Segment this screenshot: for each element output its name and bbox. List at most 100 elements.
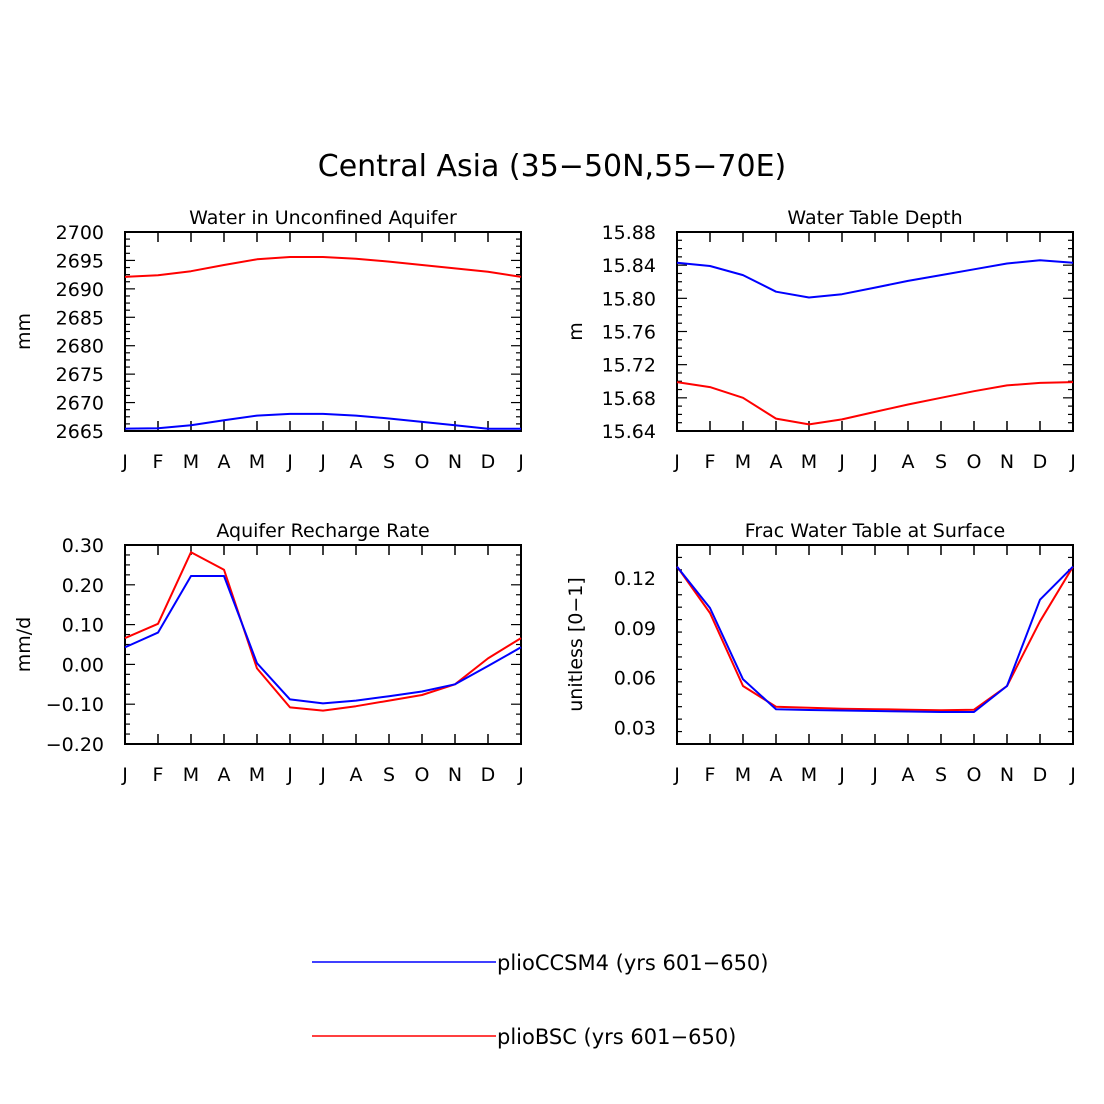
x-tick-label: J <box>871 764 878 786</box>
x-tick-label: J <box>1069 451 1076 473</box>
y-tick-label: 2675 <box>56 364 104 386</box>
series-line-plioccsm4 <box>124 412 521 430</box>
y-tick-label: 15.64 <box>602 421 656 443</box>
y-tick-label: 2700 <box>56 222 104 244</box>
y-tick-label: 2685 <box>56 307 104 329</box>
x-tick-label: J <box>1069 764 1076 786</box>
x-tick-label: A <box>902 764 915 786</box>
x-tick-label: S <box>383 451 395 473</box>
y-tick-label: 2670 <box>56 393 104 415</box>
x-tick-label: S <box>935 451 947 473</box>
x-tick-label: A <box>218 451 231 473</box>
x-tick-label: S <box>935 764 947 786</box>
x-tick-label: N <box>448 764 462 786</box>
x-tick-label: J <box>121 451 128 473</box>
x-tick-label: O <box>415 451 430 473</box>
x-tick-label: D <box>1033 764 1048 786</box>
panel-title: Water in Unconfined Aquifer <box>189 207 457 229</box>
x-tick-label: A <box>350 764 363 786</box>
x-tick-label: J <box>319 764 326 786</box>
x-tick-label: F <box>705 451 716 473</box>
x-tick-label: M <box>183 764 199 786</box>
series-line-plioccsm4 <box>676 565 1074 713</box>
x-tick-label: M <box>735 451 751 473</box>
x-tick-label: M <box>801 764 817 786</box>
y-axis-label: mm/d <box>13 617 35 672</box>
y-axis-label: unitless [0−1] <box>565 577 587 712</box>
x-tick-label: J <box>838 764 845 786</box>
y-tick-label: 15.80 <box>602 288 656 310</box>
x-tick-label: O <box>415 764 430 786</box>
x-tick-label: F <box>705 764 716 786</box>
y-tick-label: 0.03 <box>614 717 656 739</box>
y-axis: 15.64 15.68 15.72 15.76 15.80 15.84 15.88 <box>602 222 1073 443</box>
x-tick-label: A <box>218 764 231 786</box>
x-tick-label: J <box>838 451 845 473</box>
x-tick-label: M <box>735 764 751 786</box>
x-tick-label: M <box>249 451 265 473</box>
x-tick-label: J <box>121 764 128 786</box>
y-tick-label: 0.12 <box>614 568 656 590</box>
y-tick-label: −0.10 <box>46 694 104 716</box>
plot-frame <box>676 544 1074 745</box>
legend: plioCCSM4 (yrs 601−650) plioBSC (yrs 601… <box>312 951 768 1049</box>
y-tick-label: 0.10 <box>62 615 104 637</box>
x-tick-label: D <box>1033 451 1048 473</box>
x-tick-label: O <box>967 451 982 473</box>
legend-label-bsc: plioBSC (yrs 601−650) <box>497 1025 736 1049</box>
x-tick-label: S <box>383 764 395 786</box>
x-tick-label: J <box>319 451 326 473</box>
y-tick-label: 2665 <box>56 421 104 443</box>
x-tick-label: J <box>673 764 680 786</box>
y-tick-label: 15.68 <box>602 388 656 410</box>
plot-frame <box>124 544 522 745</box>
x-tick-label: N <box>448 451 462 473</box>
series-line-plioccsm4 <box>676 259 1074 299</box>
x-tick-label: J <box>517 451 524 473</box>
y-axis-label: mm <box>13 313 35 350</box>
panel-title: Frac Water Table at Surface <box>745 520 1005 542</box>
series-line-pliobsc <box>676 381 1074 426</box>
y-tick-label: 0.00 <box>62 654 104 676</box>
x-tick-label: F <box>153 451 164 473</box>
x-tick-label: M <box>249 764 265 786</box>
x-tick-label: A <box>770 451 783 473</box>
y-tick-label: 2695 <box>56 250 104 272</box>
x-tick-label: J <box>517 764 524 786</box>
y-tick-label: 2680 <box>56 336 104 358</box>
y-tick-label: 15.72 <box>602 355 656 377</box>
legend-label-ccsm4: plioCCSM4 (yrs 601−650) <box>497 951 768 975</box>
y-axis-label: m <box>565 322 587 341</box>
x-tick-label: D <box>481 764 496 786</box>
panel-title: Aquifer Recharge Rate <box>216 520 429 542</box>
x-tick-label: J <box>286 451 293 473</box>
series-line-pliobsc <box>124 256 522 278</box>
x-tick-label: A <box>902 451 915 473</box>
x-tick-label: J <box>871 451 878 473</box>
series-line-plioccsm4 <box>124 575 522 705</box>
x-tick-label: A <box>350 451 363 473</box>
x-tick-label: O <box>967 764 982 786</box>
panel-title: Water Table Depth <box>787 207 962 229</box>
x-tick-label: M <box>801 451 817 473</box>
x-tick-label: D <box>481 451 496 473</box>
y-axis: 2665 2670 2675 2680 2685 2690 2695 2700 <box>56 222 521 443</box>
y-tick-label: 15.88 <box>602 222 656 244</box>
y-tick-label: 0.30 <box>62 535 104 557</box>
y-tick-label: 0.20 <box>62 575 104 597</box>
x-tick-label: N <box>1000 764 1014 786</box>
y-tick-label: 2690 <box>56 279 104 301</box>
y-axis: −0.20 −0.10 0.00 0.10 0.20 0.30 <box>46 535 521 756</box>
series-line-pliobsc <box>676 566 1074 712</box>
x-tick-label: A <box>770 764 783 786</box>
main-title: Central Asia (35−50N,55−70E) <box>318 149 787 184</box>
x-tick-label: F <box>153 764 164 786</box>
y-axis: 0.03 0.06 0.09 0.12 <box>614 544 1073 745</box>
y-tick-label: 15.84 <box>602 255 656 277</box>
